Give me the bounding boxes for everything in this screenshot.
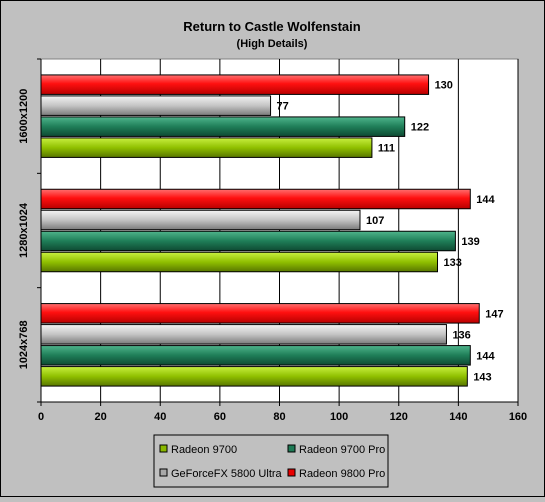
x-tick-label: 40 bbox=[154, 411, 166, 423]
bar bbox=[40, 303, 480, 324]
bar bbox=[40, 345, 471, 366]
data-label: 147 bbox=[485, 308, 503, 320]
bar bbox=[40, 137, 373, 158]
data-label: 130 bbox=[435, 80, 453, 92]
bar bbox=[40, 116, 406, 137]
data-label: 144 bbox=[476, 194, 495, 206]
x-tick-label: 140 bbox=[449, 411, 467, 423]
bar bbox=[40, 74, 430, 95]
legend-swatch bbox=[287, 468, 296, 477]
bar bbox=[40, 230, 456, 252]
chart-title: Return to Castle Wolfenstain bbox=[183, 19, 361, 34]
x-tick-label: 80 bbox=[273, 411, 285, 423]
legend-label: GeForceFX 5800 Ultra bbox=[171, 468, 283, 480]
data-label: 107 bbox=[366, 215, 384, 227]
bar bbox=[40, 366, 468, 387]
legend-label: Radeon 9800 Pro bbox=[299, 468, 385, 480]
legend-swatch bbox=[159, 468, 168, 477]
legend-swatch bbox=[159, 444, 168, 453]
category-label: 1024x768 bbox=[18, 320, 30, 369]
data-label: 77 bbox=[277, 101, 289, 113]
data-label: 111 bbox=[378, 143, 395, 155]
gridlines bbox=[100, 59, 519, 402]
data-label: 133 bbox=[444, 257, 462, 269]
chart-subtitle: (High Details) bbox=[237, 38, 308, 50]
x-tick-label: 160 bbox=[509, 411, 527, 423]
data-label: 136 bbox=[452, 329, 470, 341]
legend-swatch bbox=[287, 444, 296, 453]
bar bbox=[40, 251, 439, 273]
bar bbox=[40, 188, 471, 210]
data-label: 122 bbox=[411, 122, 429, 134]
data-label: 144 bbox=[476, 350, 495, 362]
legend: Radeon 9700 Radeon 9700 Pro GeForceFX 5800… bbox=[153, 434, 389, 488]
bar bbox=[40, 209, 361, 231]
x-tick-label: 60 bbox=[214, 411, 226, 423]
x-tick-label: 0 bbox=[38, 411, 44, 423]
bars: 130 77 122 111 144 107 139 133 147 136 144 143 bbox=[40, 74, 504, 387]
bar bbox=[40, 95, 272, 116]
x-tick-label: 100 bbox=[330, 411, 348, 423]
legend-box bbox=[153, 434, 389, 488]
data-label: 139 bbox=[461, 236, 479, 248]
bar bbox=[40, 324, 447, 345]
legend-label: Radeon 9700 Pro bbox=[299, 444, 385, 456]
x-tick-label: 20 bbox=[95, 411, 107, 423]
data-label: 143 bbox=[473, 371, 491, 383]
x-axis: 0 20 40 60 80 100 120 140 160 bbox=[38, 401, 527, 423]
x-tick-label: 120 bbox=[390, 411, 408, 423]
category-label: 1600x1200 bbox=[18, 89, 30, 144]
category-label: 1280x1024 bbox=[18, 202, 30, 258]
legend-label: Radeon 9700 bbox=[171, 444, 237, 456]
y-axis: 1600x1200 1280x1024 1024x768 bbox=[18, 58, 42, 403]
